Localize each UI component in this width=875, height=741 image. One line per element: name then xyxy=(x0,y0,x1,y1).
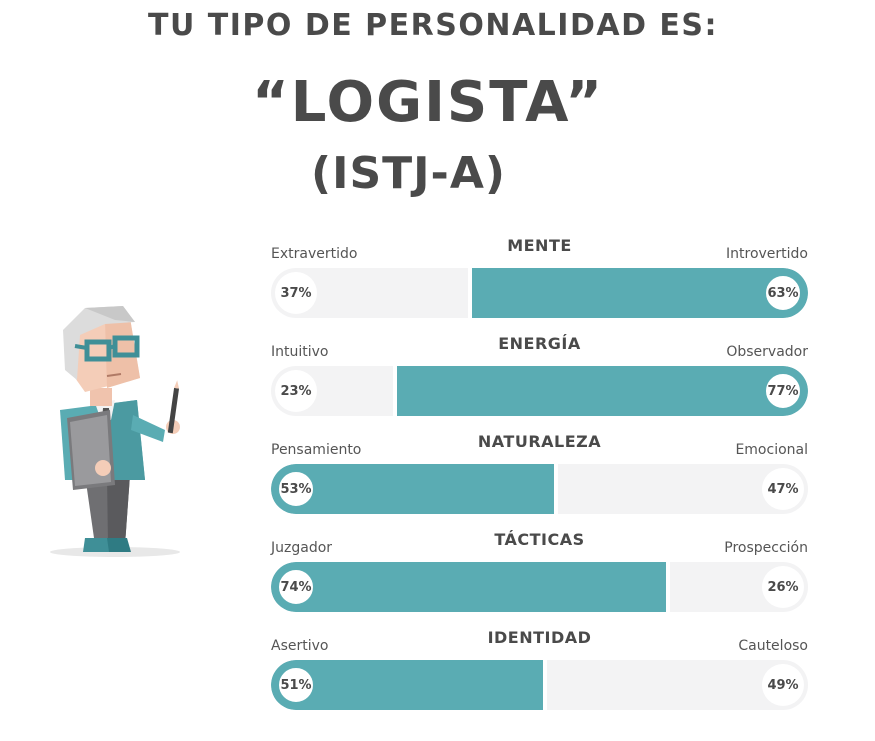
scale-right-percent: 26% xyxy=(762,566,804,608)
scale-tacticas: TÁCTICAS Juzgador Prospección 74% 26% xyxy=(271,530,808,630)
scale-divider xyxy=(392,366,397,416)
personality-type-name: “LOGISTA” xyxy=(252,70,605,135)
scale-right-percent: 63% xyxy=(762,272,804,314)
scale-track: 51% 49% xyxy=(271,660,808,710)
scale-divider xyxy=(467,268,472,318)
scale-right-label: Cauteloso xyxy=(738,638,808,654)
scale-left-percent: 37% xyxy=(275,272,317,314)
scale-left-percent: 53% xyxy=(275,468,317,510)
result-heading: TU TIPO DE PERSONALIDAD ES: xyxy=(148,8,719,43)
scale-left-percent: 23% xyxy=(275,370,317,412)
scale-right-percent: 47% xyxy=(762,468,804,510)
scale-divider xyxy=(666,562,671,612)
scale-left-label: Asertivo xyxy=(271,638,329,654)
scale-mente: MENTE Extravertido Introvertido 37% 63% xyxy=(271,236,808,336)
scale-title: MENTE xyxy=(507,236,572,255)
scale-right-label: Emocional xyxy=(735,442,808,458)
scale-naturaleza: NATURALEZA Pensamiento Emocional 53% 47% xyxy=(271,432,808,532)
scale-fill xyxy=(271,464,556,514)
scale-energia: ENERGÍA Intuitivo Observador 23% 77% xyxy=(271,334,808,434)
scale-divider xyxy=(542,660,547,710)
scale-right-percent: 77% xyxy=(762,370,804,412)
scale-title: IDENTIDAD xyxy=(487,628,592,647)
scale-left-label: Extravertido xyxy=(271,246,358,262)
scale-identidad: IDENTIDAD Asertivo Cauteloso 51% 49% xyxy=(271,628,808,728)
scale-right-percent: 49% xyxy=(762,664,804,706)
scale-title: ENERGÍA xyxy=(498,334,581,353)
scale-divider xyxy=(553,464,558,514)
personality-type-code: (ISTJ-A) xyxy=(311,148,506,199)
scale-track: 37% 63% xyxy=(271,268,808,318)
scale-title: NATURALEZA xyxy=(477,432,602,451)
scale-left-label: Juzgador xyxy=(271,540,333,556)
scale-fill xyxy=(469,268,808,318)
scale-track: 74% 26% xyxy=(271,562,808,612)
scale-right-label: Prospección xyxy=(724,540,808,556)
scale-track: 53% 47% xyxy=(271,464,808,514)
scale-left-percent: 74% xyxy=(275,566,317,608)
logistician-avatar-icon xyxy=(50,306,180,557)
scale-left-label: Pensamiento xyxy=(271,442,362,458)
scale-left-percent: 51% xyxy=(275,664,317,706)
scale-fill xyxy=(271,562,669,612)
scale-title: TÁCTICAS xyxy=(494,530,585,549)
scale-track: 23% 77% xyxy=(271,366,808,416)
scale-left-label: Intuitivo xyxy=(271,344,329,360)
scale-right-label: Observador xyxy=(726,344,808,360)
scale-fill xyxy=(394,366,808,416)
scale-right-label: Introvertido xyxy=(726,246,808,262)
